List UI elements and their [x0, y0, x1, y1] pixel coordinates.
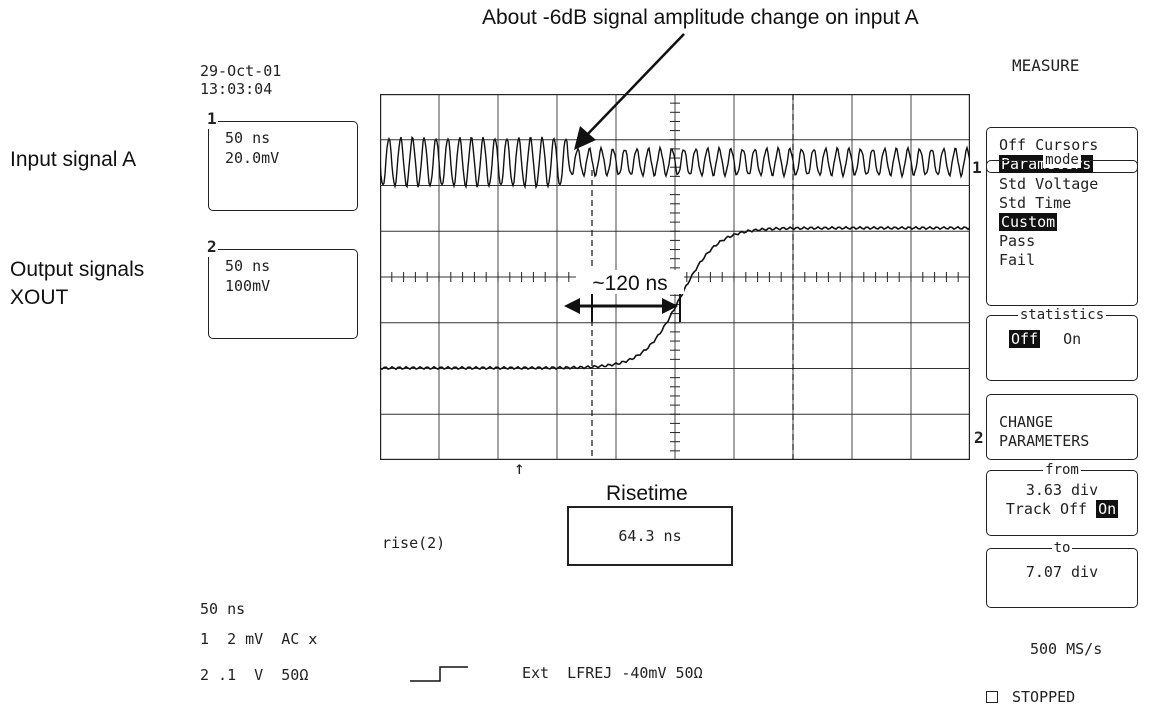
mode-menu[interactable]: mode Std Voltage Std Time Custom Pass Fa…	[986, 152, 1138, 306]
label-output-signals: Output signals XOUT	[10, 256, 210, 312]
mode-std-voltage[interactable]: Std Voltage	[999, 175, 1099, 193]
from-legend: from	[1043, 462, 1081, 478]
from-menu[interactable]: from 3.63 div Track Off On	[986, 462, 1138, 536]
change-label-line1: CHANGE	[999, 413, 1054, 431]
annotation-pointer-arrow	[574, 33, 685, 150]
channel-2-number: 2	[206, 237, 218, 257]
status-text: STOPPED	[1012, 688, 1076, 706]
change-label-line2: PARAMETERS	[999, 432, 1090, 450]
to-legend: to	[1051, 540, 1073, 556]
channel-1-settings: 1 2 mV AC ⅹ	[200, 630, 318, 648]
channel-1-scale: 20.0mV	[225, 149, 280, 167]
delay-label: ~120 ns	[592, 272, 667, 295]
channel-2-settings: 2 .1 V 50Ω	[200, 666, 309, 684]
risetime-value: 64.3 ns	[567, 506, 733, 566]
date-readout: 29-Oct-01	[200, 62, 282, 80]
to-menu[interactable]: to 7.07 div	[986, 540, 1138, 608]
sample-rate: 500 MS/s	[1030, 640, 1103, 658]
mode-pass[interactable]: Pass	[999, 232, 1036, 250]
channel-1-waveform	[380, 135, 970, 190]
from-value[interactable]: 3.63 div	[1025, 481, 1099, 499]
statistics-menu[interactable]: statistics Off On	[986, 307, 1138, 381]
statistics-legend: statistics	[1017, 307, 1107, 323]
delay-arrow-left-head	[564, 298, 580, 314]
annotation-amplitude-change: About -6dB signal amplitude change on in…	[482, 6, 919, 29]
mode-legend: mode	[1043, 152, 1081, 168]
channel-2-timebase: 50 ns	[225, 257, 271, 275]
channel-1-box[interactable]: 1 50 ns 20.0mV	[206, 109, 358, 211]
delay-label-bg	[576, 270, 684, 294]
channel-1-timebase: 50 ns	[225, 129, 271, 147]
statistics-off[interactable]: Off	[1009, 330, 1041, 348]
trigger-position-arrow: ↑	[514, 458, 525, 479]
time-readout: 13:03:04	[200, 80, 273, 98]
label-output-line2: XOUT	[10, 286, 69, 309]
channel-2-box[interactable]: 2 50 ns 100mV	[206, 237, 358, 339]
trace-1-marker: 1	[972, 158, 982, 177]
label-input-signal-a: Input signal A	[10, 148, 137, 171]
mode-fail[interactable]: Fail	[999, 251, 1036, 269]
timebase-readout: 50 ns	[200, 600, 246, 618]
mode-custom[interactable]: Custom	[999, 213, 1058, 231]
status-square-icon	[986, 691, 998, 703]
statistics-on[interactable]: On	[1063, 330, 1082, 348]
menu-title: MEASURE	[1012, 56, 1080, 75]
trace-2-marker: 2	[974, 428, 984, 447]
mode-std-time[interactable]: Std Time	[999, 194, 1072, 212]
acquisition-status: STOPPED	[986, 688, 1075, 706]
trigger-settings: Ext LFREJ -40mV 50Ω	[522, 664, 703, 682]
track-on-option[interactable]: On	[1096, 500, 1119, 518]
measurement-label: rise(2)	[382, 534, 446, 552]
delay-arrow-right-head	[662, 298, 678, 314]
change-parameters-button[interactable]: CHANGE PARAMETERS	[986, 394, 1138, 460]
track-off-option[interactable]: Track Off	[1005, 500, 1088, 518]
off-cursors-option[interactable]: Off Cursors	[999, 136, 1099, 154]
channel-1-number: 1	[206, 109, 218, 129]
channel-2-scale: 100mV	[225, 277, 271, 295]
label-output-line1: Output signals	[10, 258, 145, 281]
scope-screen: ~120 ns	[380, 94, 970, 460]
to-value[interactable]: 7.07 div	[1025, 563, 1099, 581]
trigger-edge-icon	[410, 666, 468, 682]
risetime-caption: Risetime	[606, 482, 688, 505]
channel-2-waveform	[380, 225, 970, 371]
